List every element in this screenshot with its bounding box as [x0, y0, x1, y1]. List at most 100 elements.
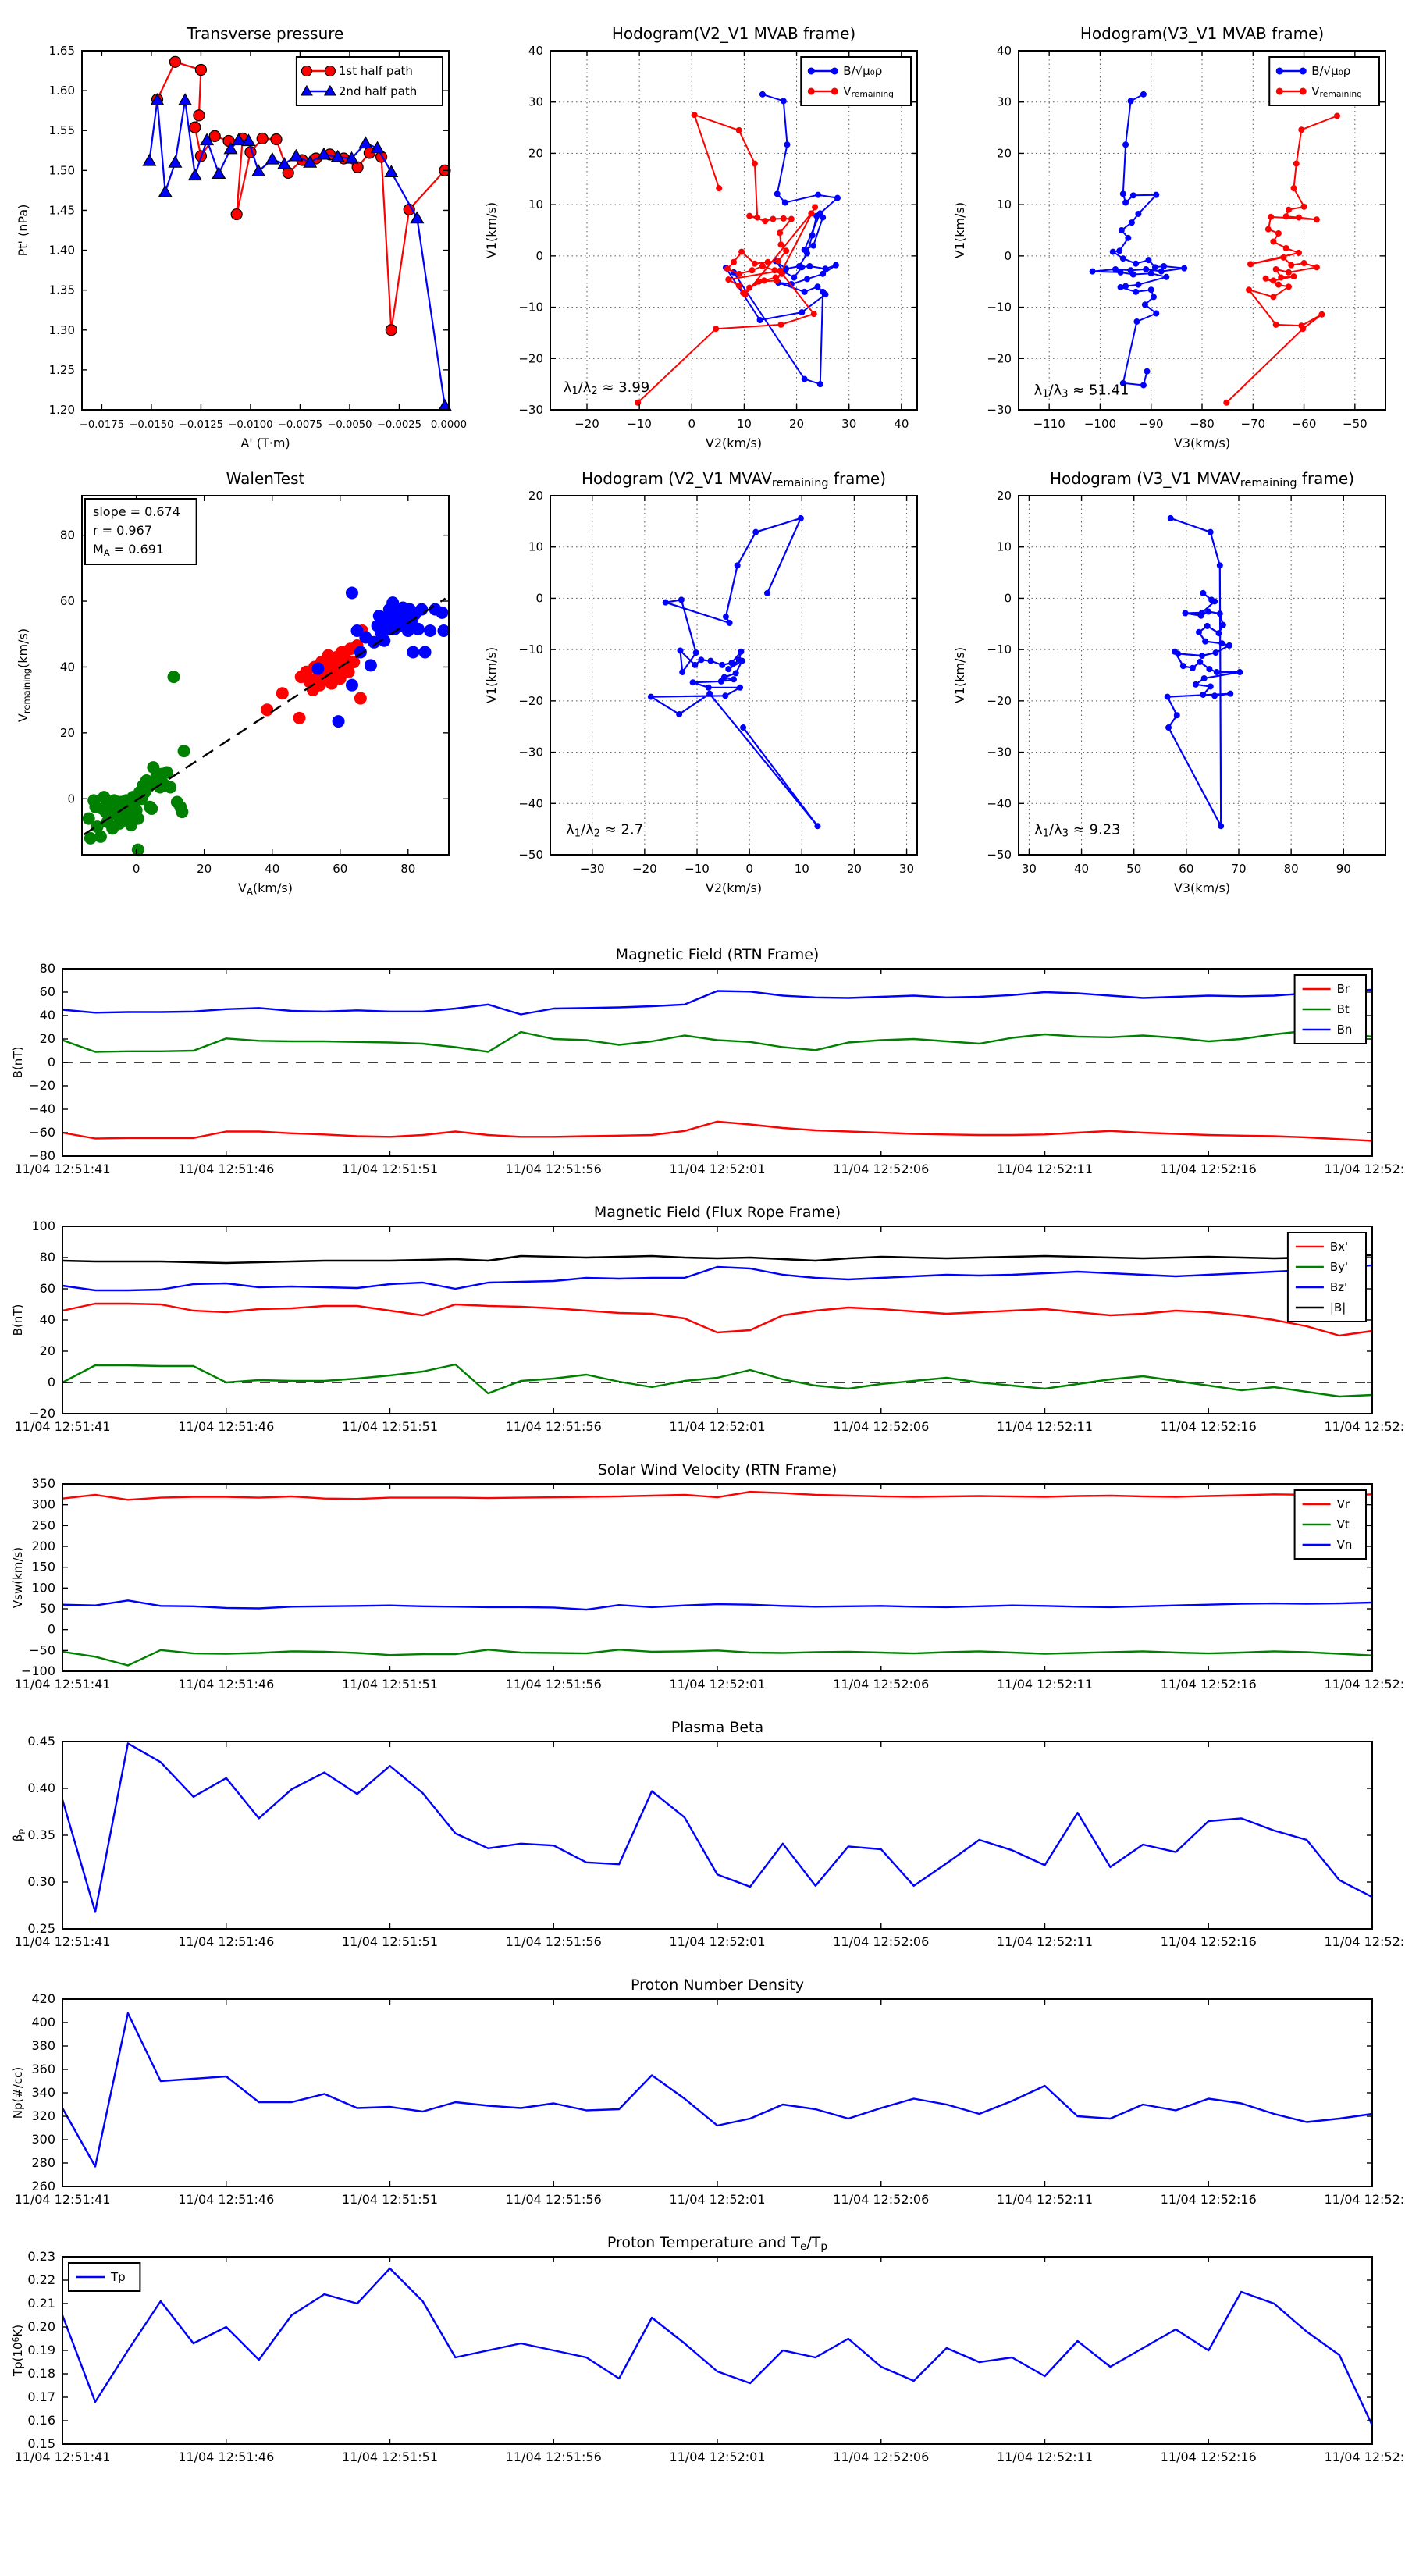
- svg-text:260: 260: [31, 2179, 55, 2194]
- svg-text:11/04 12:51:56: 11/04 12:51:56: [506, 1162, 602, 1176]
- svg-text:420: 420: [31, 1991, 55, 2006]
- svg-text:10: 10: [528, 540, 543, 554]
- svg-text:10: 10: [795, 862, 809, 876]
- svg-text:60: 60: [40, 984, 55, 999]
- svg-text:11/04 12:51:41: 11/04 12:51:41: [14, 2450, 110, 2464]
- svg-text:11/04 12:52:11: 11/04 12:52:11: [997, 2450, 1093, 2464]
- svg-text:VA(km/s): VA(km/s): [238, 881, 293, 897]
- svg-text:11/04 12:52:16: 11/04 12:52:16: [1161, 2192, 1257, 2207]
- svg-text:0.30: 0.30: [27, 1874, 55, 1889]
- svg-text:80: 80: [400, 862, 415, 876]
- svg-text:11/04 12:52:21: 11/04 12:52:21: [1324, 1677, 1405, 1692]
- svg-text:|B|: |B|: [1330, 1300, 1346, 1315]
- svg-text:320: 320: [31, 2108, 55, 2123]
- svg-text:70: 70: [1231, 862, 1246, 876]
- svg-text:11/04 12:52:01: 11/04 12:52:01: [669, 2192, 765, 2207]
- svg-text:−40: −40: [518, 796, 543, 810]
- svg-text:11/04 12:52:11: 11/04 12:52:11: [997, 1677, 1093, 1692]
- svg-text:380: 380: [31, 2038, 55, 2053]
- svg-text:−0.0025: −0.0025: [377, 419, 422, 431]
- svg-text:11/04 12:52:06: 11/04 12:52:06: [833, 1162, 929, 1176]
- svg-text:−10: −10: [518, 642, 543, 656]
- chart-proton-number-density: 11/04 12:51:41 11/04 12:51:46 11/04 12:51:…: [0, 1971, 1405, 2229]
- svg-text:30: 30: [528, 95, 543, 109]
- svg-text:300: 300: [31, 1497, 55, 1512]
- svg-text:90: 90: [1336, 862, 1351, 876]
- chart-transverse-pressure: −0.0175 −0.0150 −0.0125 −0.0100 −0.0075 −0.00…: [0, 16, 468, 461]
- svg-text:V2(km/s): V2(km/s): [706, 436, 762, 450]
- svg-text:−30: −30: [987, 745, 1012, 760]
- chart-hodogram-v3v1-mvav: 30 40 50 60 70 80 90 −50 −40 −30 −20 −10 0 10 20 Hodogr…: [937, 461, 1405, 906]
- svg-text:Br: Br: [1337, 982, 1350, 996]
- svg-text:Tp(106K): Tp(106K): [11, 2325, 25, 2377]
- svg-text:−20: −20: [518, 351, 543, 365]
- svg-text:100: 100: [31, 1580, 55, 1595]
- svg-text:−50: −50: [518, 848, 543, 862]
- svg-text:80: 80: [40, 1250, 55, 1265]
- svg-text:80: 80: [1284, 862, 1299, 876]
- svg-text:10: 10: [997, 540, 1012, 554]
- svg-text:−20: −20: [518, 694, 543, 708]
- svg-text:Proton Temperature and Te/Tp: Proton Temperature and Te/Tp: [607, 2234, 827, 2253]
- svg-text:11/04 12:51:51: 11/04 12:51:51: [342, 2450, 438, 2464]
- svg-text:40: 40: [40, 1008, 55, 1023]
- svg-text:−0.0125: −0.0125: [179, 419, 223, 431]
- svg-text:λ1/λ2 ≈ 2.7: λ1/λ2 ≈ 2.7: [566, 822, 643, 840]
- svg-text:360: 360: [31, 2062, 55, 2076]
- svg-text:−20: −20: [987, 351, 1012, 365]
- chart-hodogram-v3v1-mvab: −110 −100 −90 −80 −70 −60 −50 −30 −20 −10 0 10 20 30 4…: [937, 16, 1405, 461]
- svg-text:A' (T·m): A' (T·m): [240, 436, 290, 450]
- svg-text:−10: −10: [987, 642, 1012, 656]
- svg-text:Bn: Bn: [1337, 1023, 1353, 1037]
- svg-text:1.60: 1.60: [49, 84, 75, 98]
- svg-text:Bz': Bz': [1330, 1280, 1347, 1294]
- svg-text:0: 0: [133, 862, 140, 876]
- svg-text:20: 20: [528, 146, 543, 160]
- svg-text:βp: βp: [11, 1829, 26, 1842]
- svg-text:−30: −30: [987, 403, 1012, 417]
- svg-text:150: 150: [31, 1560, 55, 1574]
- svg-text:1.50: 1.50: [49, 163, 75, 177]
- svg-text:40: 40: [1074, 862, 1089, 876]
- svg-text:−100: −100: [21, 1663, 55, 1678]
- svg-text:11/04 12:52:11: 11/04 12:52:11: [997, 1162, 1093, 1176]
- svg-text:−20: −20: [29, 1078, 55, 1093]
- svg-text:11/04 12:51:41: 11/04 12:51:41: [14, 1162, 110, 1176]
- svg-text:V1(km/s): V1(km/s): [952, 202, 967, 258]
- svg-text:Tp: Tp: [110, 2270, 126, 2284]
- svg-text:0: 0: [745, 862, 753, 876]
- svg-text:11/04 12:51:41: 11/04 12:51:41: [14, 1934, 110, 1949]
- svg-text:0.35: 0.35: [27, 1827, 55, 1842]
- svg-text:20: 20: [60, 726, 75, 740]
- svg-text:−20: −20: [632, 862, 657, 876]
- svg-text:1.30: 1.30: [49, 323, 75, 337]
- svg-text:−110: −110: [1033, 417, 1065, 431]
- svg-text:0.23: 0.23: [27, 2249, 55, 2264]
- svg-text:0.0000: 0.0000: [431, 419, 467, 431]
- svg-text:11/04 12:52:21: 11/04 12:52:21: [1324, 2192, 1405, 2207]
- svg-text:20: 20: [997, 489, 1012, 503]
- svg-text:0.22: 0.22: [27, 2272, 55, 2287]
- svg-text:11/04 12:51:51: 11/04 12:51:51: [342, 2192, 438, 2207]
- svg-text:20: 20: [197, 862, 212, 876]
- svg-text:Vr: Vr: [1337, 1497, 1350, 1511]
- svg-text:50: 50: [40, 1601, 55, 1616]
- svg-text:Magnetic Field (RTN Frame): Magnetic Field (RTN Frame): [616, 946, 820, 963]
- svg-text:11/04 12:52:21: 11/04 12:52:21: [1324, 2450, 1405, 2464]
- svg-text:11/04 12:52:16: 11/04 12:52:16: [1161, 1419, 1257, 1434]
- svg-text:Vn: Vn: [1337, 1538, 1353, 1552]
- svg-text:40: 40: [40, 1312, 55, 1327]
- svg-text:11/04 12:52:06: 11/04 12:52:06: [833, 1677, 929, 1692]
- svg-text:11/04 12:51:46: 11/04 12:51:46: [178, 2192, 274, 2207]
- svg-text:11/04 12:52:06: 11/04 12:52:06: [833, 1419, 929, 1434]
- svg-text:Hodogram(V2_V1 MVAB frame): Hodogram(V2_V1 MVAB frame): [612, 24, 855, 43]
- svg-text:400: 400: [31, 2015, 55, 2030]
- svg-text:Vt: Vt: [1337, 1517, 1350, 1532]
- svg-text:280: 280: [31, 2155, 55, 2170]
- svg-text:11/04 12:51:41: 11/04 12:51:41: [14, 1677, 110, 1692]
- svg-text:10: 10: [997, 197, 1012, 212]
- svg-text:30: 30: [1022, 862, 1037, 876]
- svg-text:V1(km/s): V1(km/s): [484, 202, 499, 258]
- svg-text:−50: −50: [987, 848, 1012, 862]
